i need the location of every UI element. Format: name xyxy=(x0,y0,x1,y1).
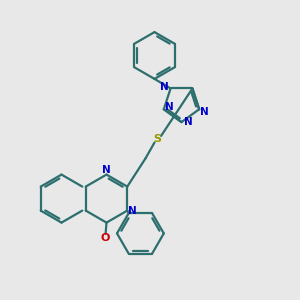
Text: N: N xyxy=(200,106,209,117)
Text: O: O xyxy=(100,233,110,243)
Text: N: N xyxy=(128,206,136,216)
Text: N: N xyxy=(165,102,174,112)
Text: N: N xyxy=(160,82,169,92)
Text: N: N xyxy=(184,117,193,127)
Text: S: S xyxy=(154,134,161,145)
Text: N: N xyxy=(102,165,111,175)
